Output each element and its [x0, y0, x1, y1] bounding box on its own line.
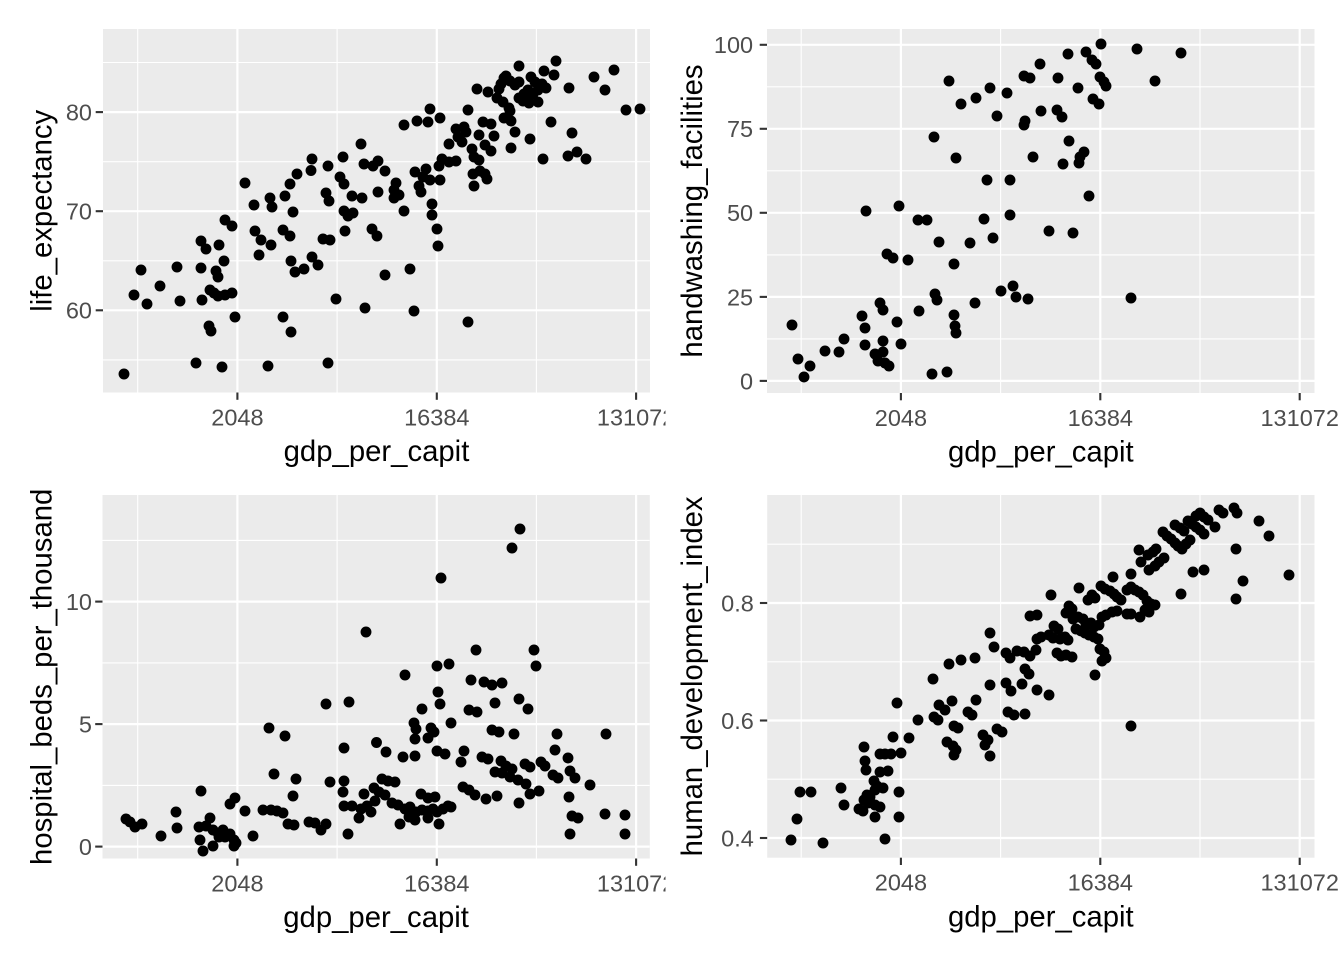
svg-text:131072: 131072: [597, 404, 675, 430]
svg-text:131072: 131072: [1260, 870, 1338, 896]
svg-text:10: 10: [66, 589, 92, 615]
svg-text:5: 5: [79, 712, 92, 738]
svg-text:0: 0: [79, 834, 92, 860]
svg-text:70: 70: [66, 199, 92, 225]
svg-text:2048: 2048: [875, 870, 927, 896]
svg-text:hospital_beds_per_thousand: hospital_beds_per_thousand: [26, 489, 59, 865]
svg-text:0.6: 0.6: [721, 708, 754, 734]
svg-text:2048: 2048: [211, 870, 263, 896]
svg-text:life_expectancy: life_expectancy: [26, 109, 59, 311]
svg-text:human_development_index: human_development_index: [676, 496, 709, 856]
svg-text:handwashing_facilities: handwashing_facilities: [676, 64, 709, 357]
svg-text:16384: 16384: [1068, 870, 1133, 896]
svg-text:16384: 16384: [404, 870, 469, 896]
svg-text:2048: 2048: [875, 405, 927, 431]
svg-text:0: 0: [740, 368, 753, 394]
svg-text:100: 100: [714, 32, 753, 58]
svg-text:25: 25: [727, 284, 753, 310]
svg-text:131072: 131072: [597, 870, 675, 896]
svg-text:gdp_per_capit: gdp_per_capit: [948, 900, 1134, 933]
svg-text:gdp_per_capit: gdp_per_capit: [284, 435, 470, 468]
svg-text:131072: 131072: [1260, 405, 1338, 431]
svg-text:0.8: 0.8: [721, 590, 754, 616]
svg-text:gdp_per_capit: gdp_per_capit: [948, 436, 1134, 469]
svg-text:16384: 16384: [404, 404, 469, 430]
svg-text:2048: 2048: [211, 404, 263, 430]
svg-text:75: 75: [727, 116, 753, 142]
svg-text:16384: 16384: [1068, 405, 1133, 431]
svg-text:80: 80: [66, 100, 92, 126]
svg-text:gdp_per_capit: gdp_per_capit: [283, 901, 469, 934]
svg-text:0.4: 0.4: [721, 825, 754, 851]
svg-text:60: 60: [66, 298, 92, 324]
svg-text:50: 50: [727, 200, 753, 226]
